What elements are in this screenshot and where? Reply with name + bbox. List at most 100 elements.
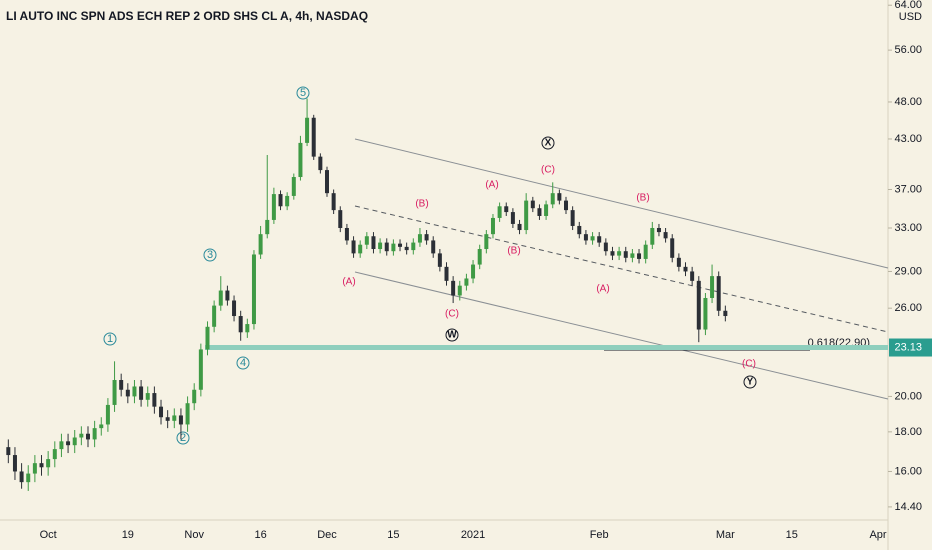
x-tick-label: 15 bbox=[786, 529, 798, 541]
candle-body bbox=[564, 200, 569, 211]
channel-upper bbox=[354, 138, 889, 269]
candle-body bbox=[178, 415, 183, 425]
x-tick-label: Feb bbox=[590, 529, 609, 541]
y-tick-label: 14.40 bbox=[894, 501, 922, 513]
wave-label: W bbox=[447, 330, 457, 341]
candle-body bbox=[32, 463, 37, 474]
candle-body bbox=[225, 290, 230, 301]
candle-body bbox=[119, 380, 124, 390]
candle-body bbox=[132, 386, 137, 397]
channel-lower bbox=[354, 271, 889, 400]
candle-body bbox=[105, 404, 110, 425]
candle-body bbox=[557, 193, 562, 201]
wave-label: 3 bbox=[207, 249, 213, 261]
candle-body bbox=[232, 300, 237, 317]
candle-body bbox=[358, 244, 363, 254]
y-tick-label: 18.00 bbox=[894, 426, 922, 438]
x-tick-label: Mar bbox=[716, 529, 735, 541]
candle-body bbox=[245, 324, 250, 333]
x-tick-label: 19 bbox=[122, 529, 134, 541]
candle-body bbox=[570, 210, 575, 226]
candle-body bbox=[457, 285, 462, 296]
wave-label: Y bbox=[747, 377, 754, 388]
candle-body bbox=[550, 193, 555, 205]
wave-label: (A) bbox=[485, 180, 498, 191]
candle-body bbox=[417, 234, 422, 243]
candle-body bbox=[112, 380, 117, 405]
wave-label: 5 bbox=[300, 87, 306, 99]
candle-body bbox=[99, 424, 104, 429]
wave-circle bbox=[296, 86, 310, 100]
y-tick-label: 64.00 bbox=[894, 0, 922, 11]
candle-body bbox=[205, 326, 210, 350]
candle-body bbox=[338, 210, 343, 228]
candle-body bbox=[656, 227, 661, 233]
candle-body bbox=[398, 243, 403, 247]
wave-label: (C) bbox=[541, 165, 555, 176]
wave-label: (A) bbox=[596, 284, 609, 295]
candle-body bbox=[637, 253, 642, 259]
candle-body bbox=[26, 473, 31, 483]
candle-body bbox=[125, 389, 130, 397]
wave-circle bbox=[541, 136, 555, 150]
x-tick-label: 15 bbox=[387, 529, 399, 541]
wave-circle bbox=[743, 375, 757, 389]
candle-body bbox=[530, 200, 535, 209]
y-tick-label: 29.00 bbox=[894, 265, 922, 277]
candle-body bbox=[484, 234, 489, 250]
candle-body bbox=[577, 225, 582, 235]
candle-body bbox=[46, 459, 51, 468]
candle-body bbox=[364, 236, 369, 245]
candle-body bbox=[291, 177, 296, 196]
candle-body bbox=[251, 254, 256, 325]
candle-body bbox=[79, 433, 84, 438]
candle-body bbox=[391, 243, 396, 252]
candle-body bbox=[451, 280, 456, 296]
candle-body bbox=[703, 297, 708, 330]
wave-circle bbox=[445, 328, 459, 342]
candle-body bbox=[318, 156, 323, 171]
candle-body bbox=[66, 441, 71, 446]
candle-body bbox=[676, 257, 681, 267]
candle-body bbox=[165, 417, 170, 421]
candle-body bbox=[192, 389, 197, 404]
candle-body bbox=[212, 305, 217, 327]
candle-body bbox=[690, 271, 695, 281]
candle-body bbox=[298, 142, 303, 178]
y-tick-label: 56.00 bbox=[894, 44, 922, 56]
candle-body bbox=[39, 463, 44, 468]
candle-body bbox=[12, 455, 17, 472]
candle-body bbox=[344, 227, 349, 241]
candle-body bbox=[258, 234, 263, 255]
wave-label: (B) bbox=[507, 246, 520, 257]
y-tick-label: 43.00 bbox=[894, 133, 922, 145]
candle-body bbox=[198, 349, 203, 390]
candle-body bbox=[424, 234, 429, 241]
price-tag bbox=[889, 338, 932, 357]
axis-unit: USD bbox=[899, 11, 922, 23]
candle-body bbox=[650, 227, 655, 245]
candle-body bbox=[404, 246, 409, 251]
candle-body bbox=[265, 219, 270, 235]
candle-body bbox=[92, 428, 97, 440]
x-tick-label: 2021 bbox=[461, 529, 485, 541]
x-tick-label: 16 bbox=[254, 529, 266, 541]
wave-label: 2 bbox=[180, 432, 186, 444]
candle-body bbox=[331, 193, 336, 211]
candle-body bbox=[444, 266, 449, 281]
candle-body bbox=[19, 471, 24, 483]
x-tick-label: Dec bbox=[317, 529, 337, 541]
candle-body bbox=[72, 437, 77, 446]
wave-circle bbox=[236, 356, 250, 370]
candle-body bbox=[411, 242, 416, 251]
candle-body bbox=[590, 236, 595, 241]
candle-body bbox=[670, 238, 675, 258]
wave-label: (C) bbox=[742, 359, 756, 370]
wave-circle bbox=[103, 332, 117, 346]
wave-label: (C) bbox=[445, 309, 459, 320]
candle-body bbox=[285, 195, 290, 207]
candle-body bbox=[471, 264, 476, 279]
candle-body bbox=[630, 253, 635, 258]
